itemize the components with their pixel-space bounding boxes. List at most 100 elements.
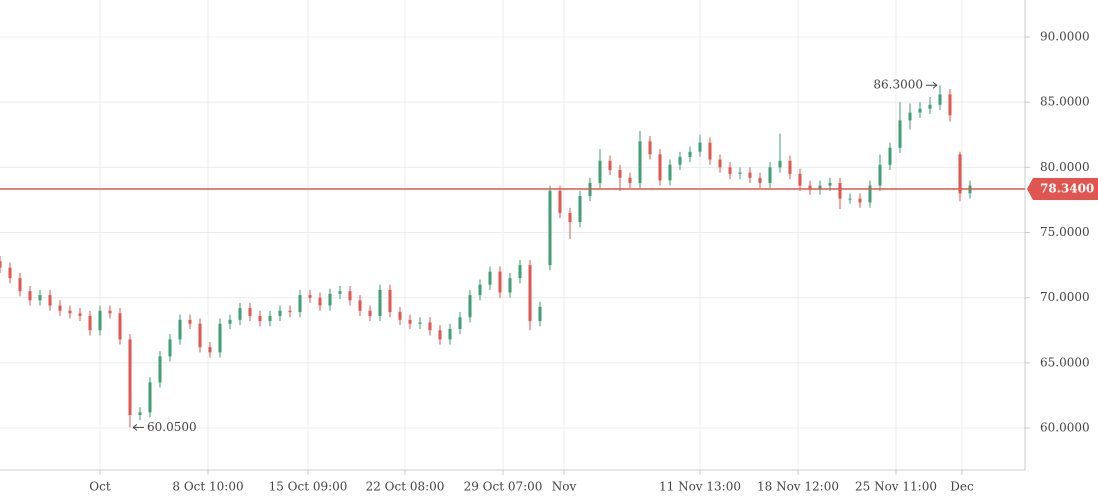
- candle-body: [908, 112, 912, 121]
- candle-body: [118, 313, 122, 340]
- candle-body: [328, 293, 332, 306]
- candle-body: [668, 164, 672, 181]
- candle-body: [388, 289, 392, 313]
- y-tick-label: 90.0000: [1040, 30, 1090, 44]
- y-tick-label: 85.0000: [1040, 95, 1090, 109]
- candle-body: [788, 160, 792, 174]
- candle-body: [138, 412, 142, 415]
- candle-body: [78, 313, 82, 316]
- candle-body: [188, 319, 192, 324]
- candle-body: [528, 265, 532, 322]
- candle-body: [608, 160, 612, 170]
- candle-body: [708, 142, 712, 160]
- candle-body: [748, 172, 752, 178]
- candle-body: [158, 356, 162, 383]
- x-tick-label: Oct: [89, 480, 111, 494]
- candle-body: [518, 265, 522, 279]
- x-tick-label: 29 Oct 07:00: [464, 480, 543, 494]
- candle-body: [818, 185, 822, 190]
- x-tick-label: 11 Nov 13:00: [659, 480, 741, 494]
- last-price-box: [1027, 177, 1098, 200]
- candle-body: [728, 167, 732, 174]
- candle-body: [498, 271, 502, 293]
- y-tick-label: 60.0000: [1040, 421, 1090, 435]
- candle-body: [108, 310, 112, 314]
- candle-body: [398, 312, 402, 320]
- candle-body: [268, 315, 272, 322]
- candle-body: [828, 182, 832, 186]
- candle-body: [838, 182, 842, 199]
- candle-body: [738, 172, 742, 174]
- candle-body: [648, 141, 652, 155]
- candle-body: [258, 315, 262, 322]
- candle-body: [538, 306, 542, 322]
- candle-body: [198, 323, 202, 348]
- candle-body: [218, 323, 222, 353]
- x-tick-label: Dec: [950, 480, 974, 494]
- candle-body: [638, 141, 642, 183]
- annotation-label: 86.3000: [873, 78, 923, 92]
- candle-body: [248, 308, 252, 316]
- candle-body: [618, 169, 622, 178]
- x-tick-label: 18 Nov 12:00: [757, 480, 839, 494]
- candle-body: [378, 289, 382, 316]
- candle-body: [68, 310, 72, 314]
- candle-body: [438, 330, 442, 340]
- candle-body: [228, 319, 232, 324]
- candle-body: [338, 291, 342, 294]
- y-tick-label: 75.0000: [1040, 225, 1090, 239]
- candle-body: [208, 347, 212, 353]
- candle-body: [418, 322, 422, 324]
- candle-body: [798, 173, 802, 186]
- candle-body: [678, 156, 682, 165]
- candle-body: [408, 319, 412, 324]
- candle-body: [628, 177, 632, 183]
- candle-body: [848, 198, 852, 200]
- candle-body: [288, 310, 292, 313]
- candle-body: [128, 339, 132, 415]
- candle-body: [318, 297, 322, 306]
- candle-body: [28, 291, 32, 301]
- candle-body: [878, 164, 882, 186]
- candle-body: [278, 310, 282, 316]
- candle-body: [858, 198, 862, 203]
- candle-body: [658, 154, 662, 181]
- candle-body: [698, 142, 702, 152]
- x-tick-label: 15 Oct 09:00: [269, 480, 348, 494]
- candle-body: [0, 261, 2, 268]
- annotation-arrowhead: [132, 423, 138, 431]
- candle-body: [918, 108, 922, 113]
- candle-body: [958, 154, 962, 194]
- candle-body: [718, 159, 722, 168]
- candle-body: [488, 271, 492, 285]
- annotation-label: 60.0500: [147, 420, 197, 434]
- candle-body: [308, 295, 312, 298]
- x-tick-label: 8 Oct 10:00: [172, 480, 243, 494]
- annotation-arrowhead: [932, 81, 938, 89]
- candle-body: [348, 291, 352, 301]
- candle-body: [148, 382, 152, 413]
- candle-body: [38, 295, 42, 301]
- candle-body: [168, 339, 172, 357]
- candle-body: [778, 160, 782, 168]
- candle-body: [688, 151, 692, 157]
- candle-body: [428, 322, 432, 331]
- x-tick-label: 25 Nov 11:00: [855, 480, 937, 494]
- candle-body: [8, 267, 12, 279]
- candle-body: [238, 308, 242, 320]
- candle-body: [478, 284, 482, 296]
- candle-body: [508, 278, 512, 293]
- y-tick-label: 65.0000: [1040, 355, 1090, 369]
- candle-body: [58, 305, 62, 311]
- candle-body: [448, 328, 452, 340]
- candle-body: [18, 278, 22, 292]
- candle-body: [948, 94, 952, 116]
- last-price-label: 78.3400: [1040, 181, 1094, 195]
- candle-body: [808, 185, 812, 190]
- candle-body: [768, 167, 772, 183]
- candle-body: [568, 212, 572, 223]
- candle-body: [548, 190, 552, 266]
- x-tick-label: 22 Oct 08:00: [366, 480, 445, 494]
